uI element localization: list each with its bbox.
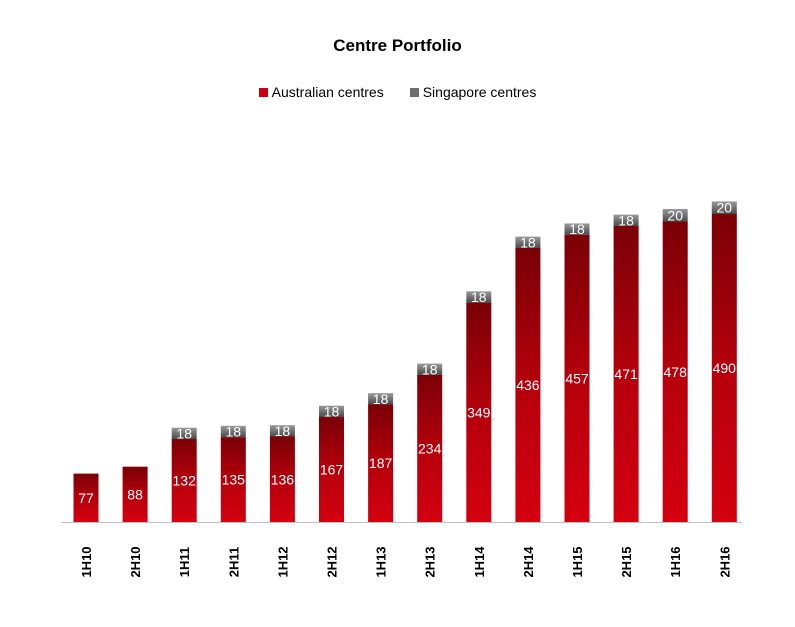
bar-australian	[73, 473, 99, 522]
x-tick-label: 1H13	[374, 546, 389, 577]
bar-australian	[613, 225, 639, 522]
data-label-australian: 471	[614, 366, 638, 382]
data-label-australian: 167	[320, 462, 344, 478]
data-label-singapore: 20	[667, 207, 683, 223]
data-label-singapore: 18	[471, 289, 487, 305]
data-label-singapore: 18	[422, 361, 438, 377]
bar-australian	[319, 417, 344, 522]
bar-singapore	[662, 208, 688, 222]
x-tick-label: 1H15	[570, 546, 585, 577]
x-tick-label: 2H11	[226, 547, 241, 577]
bar-singapore	[220, 425, 246, 438]
data-label-singapore: 18	[520, 234, 536, 250]
data-label-australian: 234	[418, 440, 442, 456]
data-label-australian: 136	[271, 471, 295, 487]
x-tick-label: 1H12	[275, 546, 290, 577]
bar-singapore	[417, 363, 443, 375]
bar-australian	[711, 214, 737, 522]
bar-singapore	[711, 201, 737, 214]
data-label-australian: 77	[78, 490, 94, 506]
legend-swatch-singapore	[409, 87, 419, 97]
bar-singapore	[613, 214, 639, 226]
legend-label-singapore: Singapore centres	[422, 84, 537, 100]
data-label-singapore: 18	[275, 423, 291, 439]
bar-australian	[466, 302, 492, 522]
bar-australian	[515, 247, 541, 522]
data-label-australian: 135	[222, 472, 246, 488]
bar-australian	[564, 234, 590, 522]
bar-australian	[368, 404, 394, 522]
bar-australian	[122, 466, 148, 522]
bar-singapore	[269, 425, 295, 437]
data-label-australian: 457	[565, 370, 589, 386]
x-tick-label: 2H14	[521, 546, 536, 578]
data-label-australian: 478	[664, 364, 688, 380]
bar-singapore	[466, 291, 492, 303]
bar-australian	[269, 436, 295, 522]
x-tick-label: 1H16	[668, 546, 683, 577]
bar-singapore	[171, 427, 197, 440]
bar-singapore	[515, 236, 541, 248]
data-label-australian: 187	[369, 455, 393, 471]
x-tick-label: 2H13	[423, 546, 438, 577]
legend-label-australian: Australian centres	[271, 84, 384, 100]
bar-singapore	[319, 405, 344, 418]
data-label-singapore: 18	[618, 212, 634, 228]
legend-item-australian: Australian centres	[258, 84, 384, 100]
data-label-singapore: 18	[569, 221, 585, 237]
bar-australian	[417, 374, 443, 522]
data-label-australian: 490	[713, 360, 737, 376]
data-label-singapore: 20	[717, 200, 733, 216]
bar-singapore	[368, 393, 394, 405]
x-tick-label: 2H16	[717, 546, 732, 577]
data-label-australian: 88	[127, 486, 143, 502]
data-label-singapore: 18	[176, 425, 192, 441]
bar-singapore	[564, 223, 590, 235]
x-tick-label: 2H15	[619, 546, 634, 577]
bar-australian	[662, 221, 688, 523]
x-tick-label: 1H14	[472, 546, 487, 578]
x-tick-label: 2H12	[325, 546, 340, 577]
x-tick-label: 2H10	[128, 546, 143, 577]
x-tick-label: 1H10	[79, 546, 94, 577]
chart-title: Centre Portfolio	[333, 36, 462, 55]
data-label-australian: 132	[173, 473, 197, 489]
data-label-singapore: 18	[324, 403, 340, 419]
legend-item-singapore: Singapore centres	[409, 84, 537, 100]
bar-australian	[220, 437, 246, 522]
data-label-australian: 436	[516, 377, 540, 393]
data-label-singapore: 18	[373, 391, 389, 407]
legend-swatch-australian	[258, 87, 268, 97]
bar-australian	[171, 439, 197, 522]
legend: Australian centres Singapore centres	[0, 84, 795, 100]
data-label-singapore: 18	[226, 423, 242, 439]
x-tick-label: 1H11	[177, 547, 192, 577]
data-label-australian: 349	[467, 404, 491, 420]
